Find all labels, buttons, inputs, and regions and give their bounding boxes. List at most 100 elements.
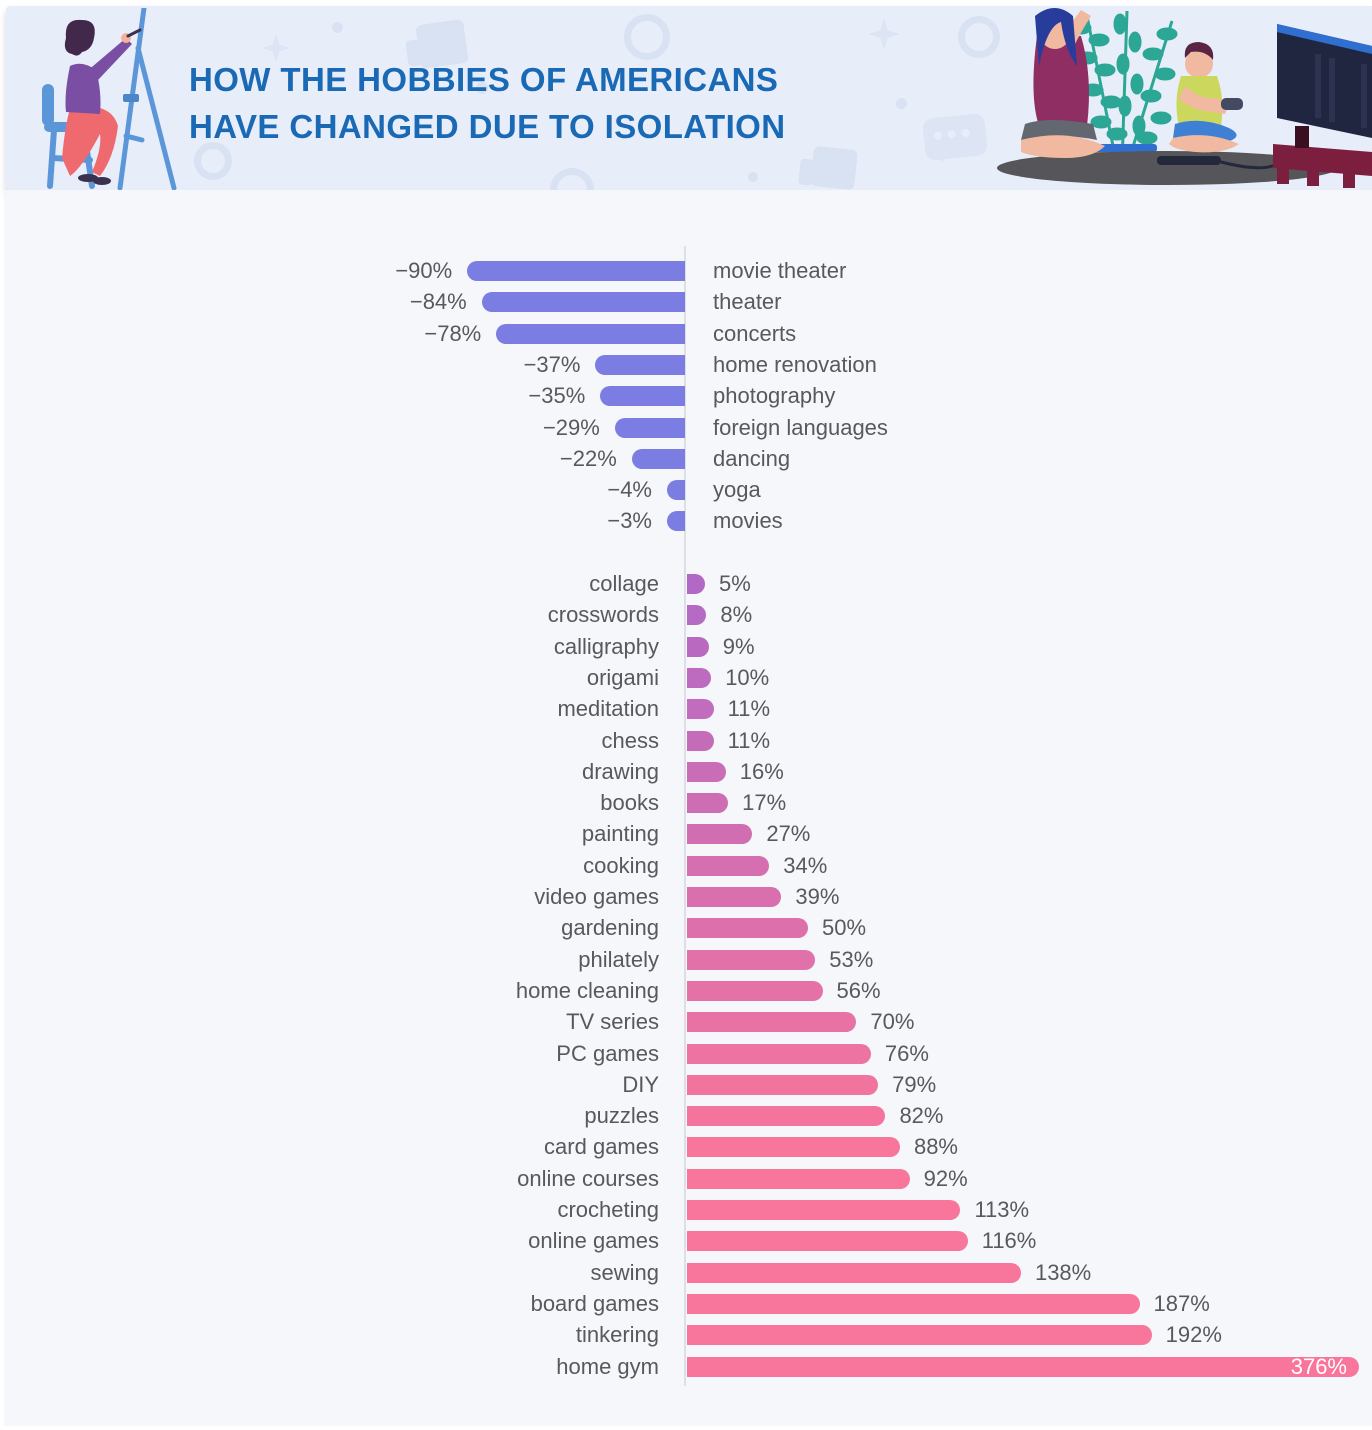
gamers-tv-illustration <box>997 8 1372 188</box>
value-label: 88% <box>913 1134 958 1160</box>
bar <box>687 1293 1140 1314</box>
value-label: 70% <box>870 1009 915 1035</box>
page-title-line2: HAVE CHANGED DUE TO ISOLATION <box>189 108 786 145</box>
value-label: −37% <box>523 351 581 377</box>
bar <box>687 636 709 657</box>
bar <box>687 1168 910 1189</box>
category-label: DIY <box>622 1071 659 1097</box>
category-label: chess <box>601 727 659 753</box>
bar <box>687 824 753 845</box>
page-title-line1: HOW THE HOBBIES OF AMERICANS <box>189 61 779 98</box>
value-label: 113% <box>974 1197 1030 1222</box>
page-title: HOW THE HOBBIES OF AMERICANS HAVE CHANGE… <box>189 56 785 150</box>
value-label: 138% <box>1034 1259 1092 1285</box>
value-label: 187% <box>1153 1290 1210 1316</box>
chart-axis-line <box>684 246 686 1386</box>
value-label: 76% <box>884 1040 929 1066</box>
value-label: 16% <box>739 758 784 784</box>
bar <box>687 605 707 626</box>
value-label: 50% <box>822 915 867 941</box>
value-label: 192% <box>1165 1322 1222 1348</box>
bar <box>667 480 685 501</box>
thumbs-up-icon <box>810 145 858 191</box>
category-label: collage <box>589 571 659 596</box>
category-label: crocheting <box>557 1197 659 1222</box>
bar <box>687 1106 886 1127</box>
value-label: 9% <box>722 633 755 659</box>
category-label: home cleaning <box>515 977 659 1003</box>
value-label: 11% <box>727 696 771 722</box>
value-label: 82% <box>899 1103 944 1129</box>
bar <box>687 1200 961 1220</box>
category-label: home gym <box>556 1353 659 1379</box>
category-label: TV series <box>566 1009 659 1035</box>
bar <box>687 980 823 1001</box>
category-label: origami <box>586 664 659 690</box>
value-label: −3% <box>607 508 652 534</box>
ring-icon <box>194 142 232 180</box>
value-label: −90% <box>395 258 453 283</box>
category-label: drawing <box>581 758 659 784</box>
bar <box>687 1074 879 1095</box>
bar <box>687 1012 857 1033</box>
category-label: video games <box>534 884 659 909</box>
value-label: 5% <box>719 571 751 596</box>
value-label: −35% <box>528 383 586 409</box>
category-label: concerts <box>713 320 797 346</box>
value-label: 116% <box>981 1228 1037 1254</box>
bar <box>687 855 770 876</box>
value-label: 8% <box>720 602 753 628</box>
bar <box>667 511 685 532</box>
bar <box>687 1325 1152 1346</box>
value-label: −22% <box>559 445 617 471</box>
category-label: foreign languages <box>713 414 888 440</box>
ring-icon <box>958 16 1000 58</box>
bar <box>496 323 685 344</box>
value-label: −4% <box>607 477 652 503</box>
bar <box>687 574 705 594</box>
bar <box>687 1356 1359 1377</box>
chart-area: −90% movie theater −84% theater −78% concerts… <box>4 190 1372 1426</box>
category-label: photography <box>713 383 836 409</box>
value-label: −84% <box>409 289 467 315</box>
category-label: theater <box>713 289 782 315</box>
dot-icon <box>748 172 758 182</box>
category-label: home renovation <box>713 351 877 377</box>
bar <box>595 354 685 375</box>
header-banner: HOW THE HOBBIES OF AMERICANS HAVE CHANGE… <box>6 6 1372 212</box>
value-label: 79% <box>892 1071 937 1097</box>
value-label: −29% <box>542 414 600 440</box>
bar <box>687 1262 1021 1283</box>
value-label: 11% <box>727 727 771 753</box>
value-label: 92% <box>923 1165 968 1191</box>
heart-ring-icon <box>624 14 670 60</box>
category-label: calligraphy <box>553 633 659 659</box>
value-label: 53% <box>829 946 874 972</box>
bar <box>467 261 685 281</box>
category-label: movies <box>713 508 783 534</box>
bar <box>600 386 685 407</box>
sparkle-icon <box>868 18 900 50</box>
bar <box>614 417 685 438</box>
bar <box>687 699 714 720</box>
bar <box>687 1137 900 1158</box>
bar <box>687 1043 871 1064</box>
woman-painting-illustration <box>42 8 177 190</box>
category-label: yoga <box>713 477 761 503</box>
bar <box>687 793 729 814</box>
category-label: philately <box>578 946 659 972</box>
category-label: books <box>600 790 659 816</box>
value-label: 34% <box>783 852 828 878</box>
category-label: cooking <box>583 852 659 878</box>
bar <box>481 292 685 313</box>
value-label: −78% <box>424 320 482 346</box>
bar <box>687 761 726 782</box>
category-label: gardening <box>561 915 659 941</box>
bar <box>687 918 808 939</box>
dot-icon <box>476 82 488 94</box>
value-label: 376% <box>1290 1353 1347 1379</box>
category-label: online courses <box>517 1165 659 1191</box>
value-label: 39% <box>795 884 840 909</box>
bar <box>687 949 816 970</box>
